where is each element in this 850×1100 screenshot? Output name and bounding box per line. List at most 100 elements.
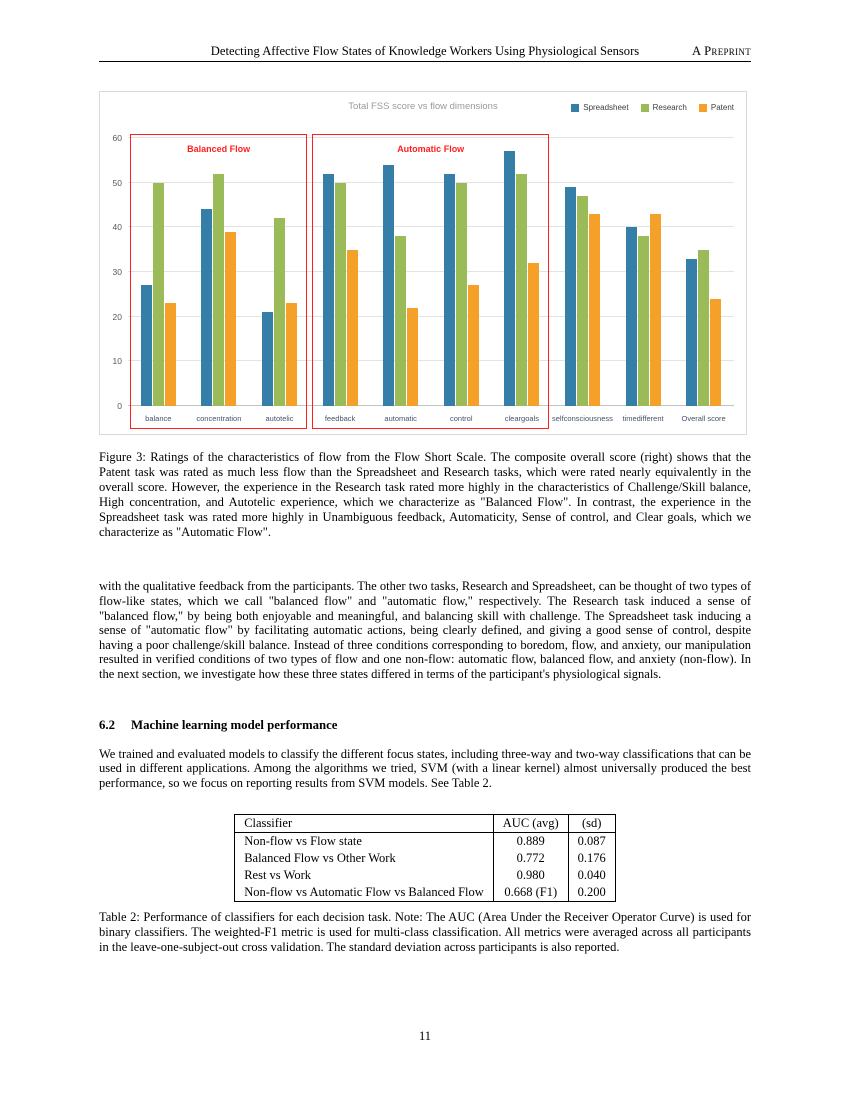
plot-area: balance concentration autotelic feedback aut…: [128, 134, 734, 429]
gridline: [128, 137, 734, 138]
bars: [140, 138, 176, 406]
legend-item-research: Research: [640, 103, 687, 112]
figure-3-caption: Figure 3: Ratings of the characteristics…: [99, 450, 751, 539]
bar-groups: balance concentration autotelic feedback aut…: [128, 138, 734, 423]
bar-spreadsheet-overall-score: [686, 258, 698, 406]
bars: [322, 138, 358, 406]
bar-patent-timedifferent: [649, 213, 661, 406]
bar-spreadsheet-balance: [140, 285, 152, 406]
category-label-concentration: concentration: [196, 414, 242, 423]
bars: [504, 138, 540, 406]
gridline: [128, 315, 734, 317]
bar-research-selfconsciousness: [576, 196, 588, 406]
category-label-timedifferent: timedifferent: [622, 414, 664, 423]
bar-group-feedback: feedback: [310, 138, 371, 423]
cell-classifier: Non-flow vs Automatic Flow vs Balanced F…: [244, 885, 484, 900]
cell-sd: 0.200: [567, 884, 616, 902]
bar-spreadsheet-control: [443, 173, 455, 406]
bar-spreadsheet-concentration: [201, 209, 213, 406]
legend-swatch-icon: [640, 103, 649, 112]
bar-research-control: [455, 182, 467, 406]
category-label-control: control: [450, 414, 473, 423]
bars: [201, 138, 237, 406]
bar-patent-feedback: [346, 249, 358, 406]
bars: [383, 138, 419, 406]
figure-3-chart: Total FSS score vs flow dimensions Sprea…: [99, 91, 747, 435]
body-paragraph-2: We trained and evaluated models to class…: [99, 746, 751, 790]
gridline: [128, 405, 734, 406]
bar-spreadsheet-selfconsciousness: [564, 187, 576, 406]
cell-classifier: Rest vs Work: [244, 868, 312, 883]
bar-patent-cleargoals: [528, 263, 540, 406]
bar-research-autotelic: [273, 218, 285, 406]
section-title: Machine learning model performance: [131, 717, 338, 732]
bar-group-autotelic: autotelic: [249, 138, 310, 423]
bar-research-concentration: [213, 173, 225, 406]
bars: [686, 138, 722, 406]
gridline: [128, 181, 734, 183]
cell-classifier: Non-flow vs Flow state: [244, 834, 362, 849]
bar-research-cleargoals: [516, 173, 528, 406]
bars: [261, 138, 297, 406]
cell-sd: 0.176: [567, 850, 616, 868]
chart-title: Total FSS score vs flow dimensions: [348, 101, 498, 112]
category-label-overall-score: Overall score: [681, 414, 726, 423]
bar-research-automatic: [395, 236, 407, 406]
legend-swatch-icon: [698, 103, 707, 112]
body-paragraph-1: with the qualitative feedback from the p…: [99, 579, 751, 681]
preprint-label: A Preprint: [691, 44, 751, 58]
section-heading-6-2: 6.2 Machine learning model performance: [99, 718, 751, 733]
running-title: Detecting Affective Flow States of Knowl…: [210, 44, 640, 58]
bar-research-balance: [152, 182, 164, 406]
column-header-classifier: Classifier: [244, 816, 293, 831]
category-label-feedback: feedback: [324, 414, 356, 423]
table-row: Balanced Flow vs Other Work 0.772 0.176: [235, 850, 616, 868]
cell-sd: 0.040: [567, 867, 616, 885]
y-tick-label: 20: [112, 311, 122, 322]
bar-research-feedback: [334, 182, 346, 406]
legend-swatch-icon: [571, 103, 580, 112]
cell-auc: 0.889: [492, 832, 569, 851]
bar-patent-automatic: [407, 307, 419, 406]
cell-auc: 0.668 (F1): [492, 884, 569, 902]
y-tick-label: 10: [112, 356, 122, 367]
bar-patent-selfconsciousness: [588, 213, 600, 406]
legend-label: Patent: [710, 103, 734, 112]
bars: [625, 138, 661, 406]
y-tick-label: 60: [112, 133, 122, 143]
legend-label: Spreadsheet: [583, 103, 629, 112]
page-content: Detecting Affective Flow States of Knowl…: [99, 0, 751, 955]
legend-item-spreadsheet: Spreadsheet: [571, 103, 629, 112]
category-label-selfconsciousness: selfconsciousness: [552, 414, 613, 423]
category-label-balance: balance: [145, 414, 172, 423]
bar-spreadsheet-timedifferent: [625, 227, 637, 406]
gridline: [128, 226, 734, 228]
cell-auc: 0.772: [492, 850, 569, 868]
bar-group-overall-score: Overall score: [673, 138, 734, 423]
bar-spreadsheet-automatic: [383, 164, 395, 406]
y-axis: 0 10 20 30 40 50 60: [104, 133, 122, 411]
bar-patent-concentration: [225, 231, 237, 406]
cell-sd: 0.087: [567, 832, 616, 851]
table-2-caption: Table 2: Performance of classifiers for …: [99, 910, 751, 955]
bar-group-concentration: concentration: [189, 138, 250, 423]
table-row: Non-flow vs Automatic Flow vs Balanced F…: [235, 884, 616, 902]
bar-group-timedifferent: timedifferent: [613, 138, 674, 423]
y-tick-label: 30: [112, 267, 122, 277]
y-tick-label: 0: [117, 401, 122, 411]
legend-label: Research: [652, 103, 687, 112]
table-row: Rest vs Work 0.980 0.040: [235, 867, 616, 885]
bars: [443, 138, 479, 406]
section-number: 6.2: [99, 717, 115, 732]
bar-group-cleargoals: cleargoals: [492, 138, 553, 423]
cell-auc: 0.980: [492, 867, 569, 885]
bar-spreadsheet-cleargoals: [504, 151, 516, 406]
bar-research-timedifferent: [637, 236, 649, 406]
column-header-auc: AUC (avg): [492, 814, 569, 833]
cell-classifier: Balanced Flow vs Other Work: [244, 851, 396, 866]
page-header: Detecting Affective Flow States of Knowl…: [99, 44, 751, 62]
bars: [564, 138, 600, 406]
y-tick-label: 50: [112, 177, 122, 188]
category-label-automatic: automatic: [384, 414, 417, 423]
table-row: Non-flow vs Flow state 0.889 0.087: [235, 832, 616, 851]
